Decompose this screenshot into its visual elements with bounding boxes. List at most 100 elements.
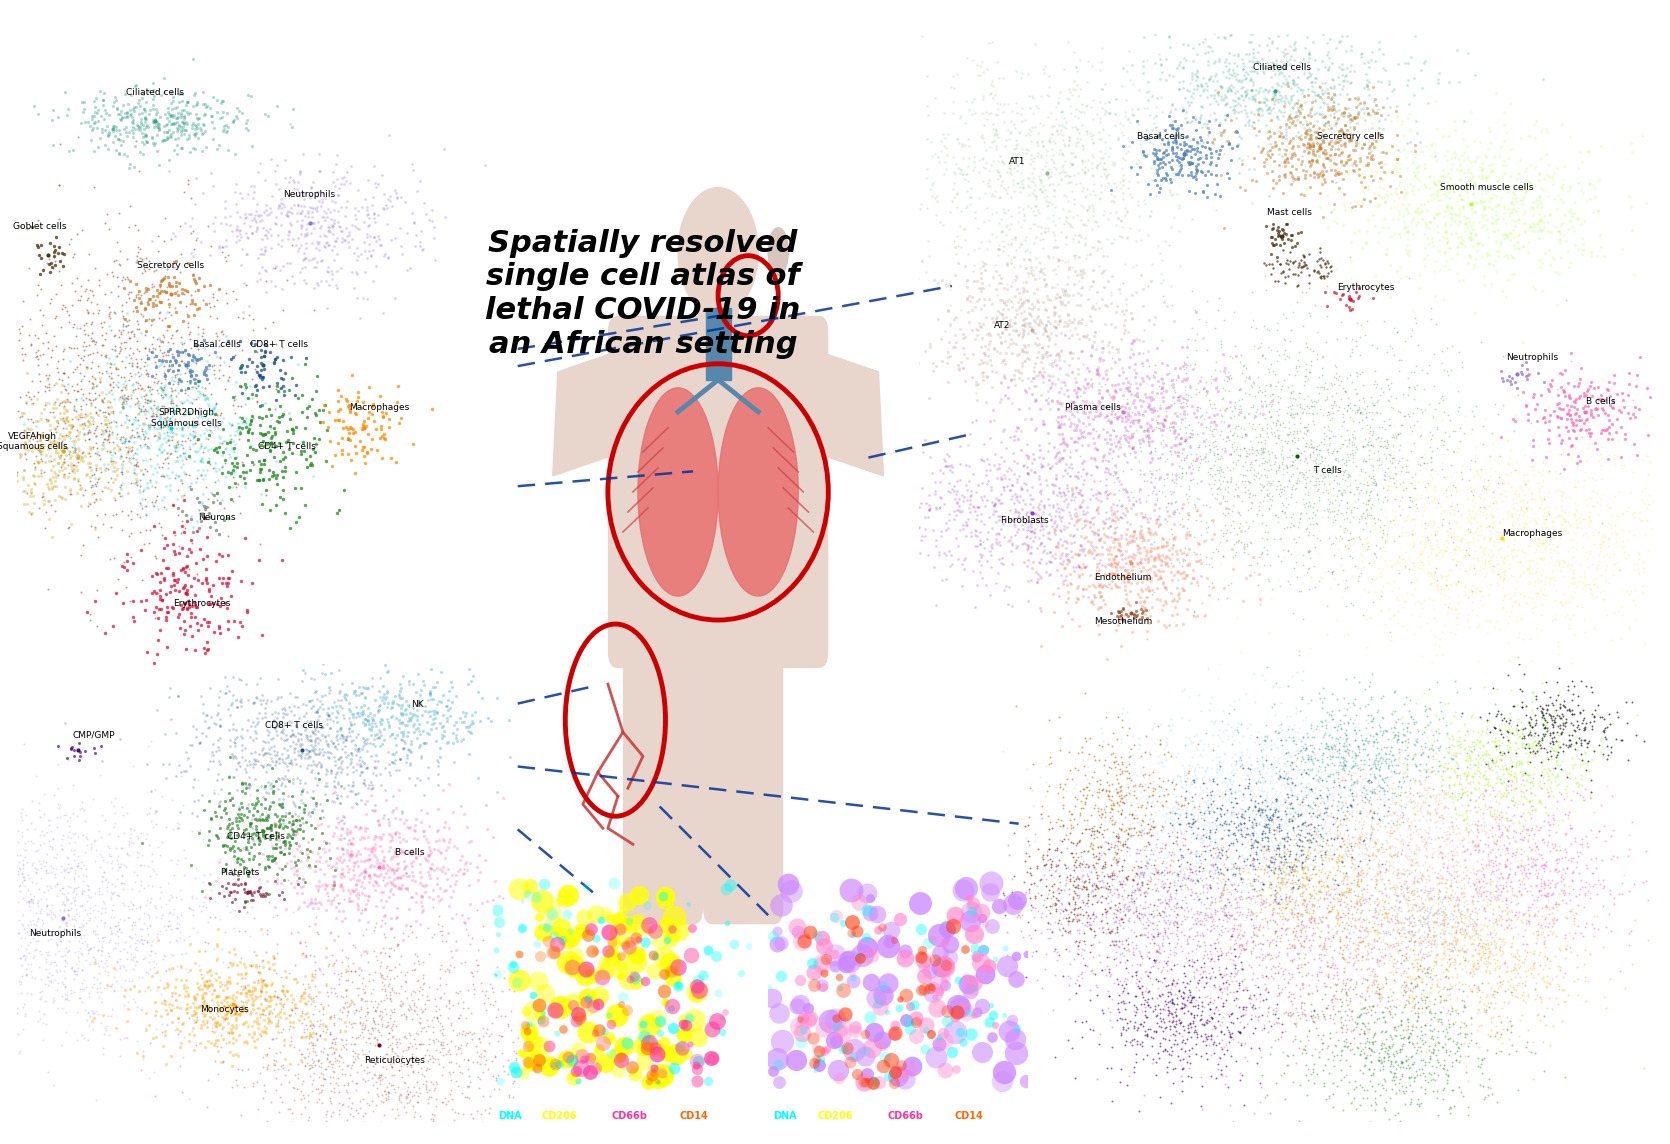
Point: [281, 970, 307, 988]
Point: [1229, 861, 1256, 880]
Point: [949, 486, 975, 505]
Point: [1062, 513, 1089, 531]
Point: [1263, 462, 1289, 480]
Point: [407, 868, 434, 887]
Point: [1154, 893, 1181, 912]
Point: [1408, 865, 1435, 883]
Point: [1209, 137, 1236, 156]
Point: [1333, 748, 1359, 766]
Point: [1346, 1025, 1373, 1043]
Point: [1242, 882, 1269, 900]
Point: [1080, 420, 1107, 438]
Point: [177, 362, 204, 380]
Point: [1334, 953, 1361, 971]
Point: [1518, 461, 1545, 479]
Point: [1254, 738, 1281, 756]
Point: [1159, 801, 1186, 819]
Point: [1261, 85, 1288, 103]
Point: [1015, 463, 1042, 482]
Point: [1615, 840, 1642, 858]
Point: [237, 176, 264, 194]
Point: [1318, 1024, 1344, 1042]
Point: [267, 990, 294, 1008]
Point: [1007, 257, 1034, 276]
Point: [1399, 510, 1426, 529]
Point: [1278, 729, 1304, 747]
Point: [1194, 907, 1221, 925]
Point: [1435, 580, 1461, 598]
Point: [154, 422, 180, 440]
Point: [1455, 545, 1481, 563]
Point: [312, 760, 339, 778]
Point: [1278, 87, 1304, 105]
Point: [1159, 483, 1186, 501]
Point: [1014, 760, 1040, 778]
Point: [169, 517, 195, 535]
Point: [244, 471, 271, 490]
Point: [1261, 736, 1288, 754]
Point: [334, 1137, 361, 1144]
Point: [1336, 787, 1363, 805]
Point: [1398, 708, 1425, 726]
Point: [1109, 913, 1136, 931]
Point: [1281, 73, 1308, 92]
Point: [317, 764, 344, 782]
Point: [274, 770, 301, 788]
Point: [0, 856, 2, 874]
Point: [1324, 482, 1351, 500]
Point: [1114, 901, 1141, 920]
Point: [70, 911, 97, 929]
Point: [1162, 1015, 1189, 1033]
Point: [1147, 569, 1174, 587]
Point: [159, 371, 185, 389]
Point: [1106, 774, 1132, 793]
Point: [1490, 510, 1516, 529]
Point: [314, 725, 341, 744]
Point: [1303, 780, 1329, 799]
Point: [1064, 589, 1091, 607]
Point: [1303, 394, 1329, 412]
Point: [1274, 768, 1301, 786]
Point: [1349, 438, 1376, 456]
Point: [1162, 470, 1189, 488]
Point: [1334, 837, 1361, 856]
Point: [1269, 241, 1296, 260]
Point: [1647, 899, 1670, 917]
Point: [416, 945, 443, 963]
Point: [204, 90, 230, 109]
Point: [164, 345, 190, 364]
Point: [1510, 682, 1536, 700]
Point: [1189, 781, 1216, 800]
Point: [1491, 549, 1518, 567]
Point: [1279, 760, 1306, 778]
Point: [1249, 529, 1276, 547]
Point: [1329, 793, 1356, 811]
Point: [32, 382, 58, 400]
Point: [1363, 730, 1389, 748]
Point: [895, 198, 922, 216]
Point: [1533, 674, 1560, 692]
Point: [37, 421, 63, 439]
Point: [299, 691, 326, 709]
Point: [1421, 1019, 1448, 1038]
Point: [945, 537, 972, 555]
Point: [1199, 1035, 1226, 1054]
Point: [232, 675, 259, 693]
Point: [112, 971, 139, 990]
Point: [0, 925, 27, 944]
Point: [309, 840, 336, 858]
Point: [1239, 815, 1266, 833]
Point: [1384, 755, 1411, 773]
Point: [1197, 877, 1224, 896]
Point: [1338, 130, 1364, 149]
Point: [1084, 877, 1111, 896]
Point: [1378, 1000, 1404, 1018]
Point: [30, 494, 57, 513]
Point: [1296, 804, 1323, 823]
Point: [1075, 780, 1102, 799]
Point: [1249, 58, 1276, 77]
Point: [63, 453, 90, 471]
Point: [1207, 829, 1234, 848]
Point: [125, 315, 152, 333]
Point: [1039, 498, 1065, 516]
